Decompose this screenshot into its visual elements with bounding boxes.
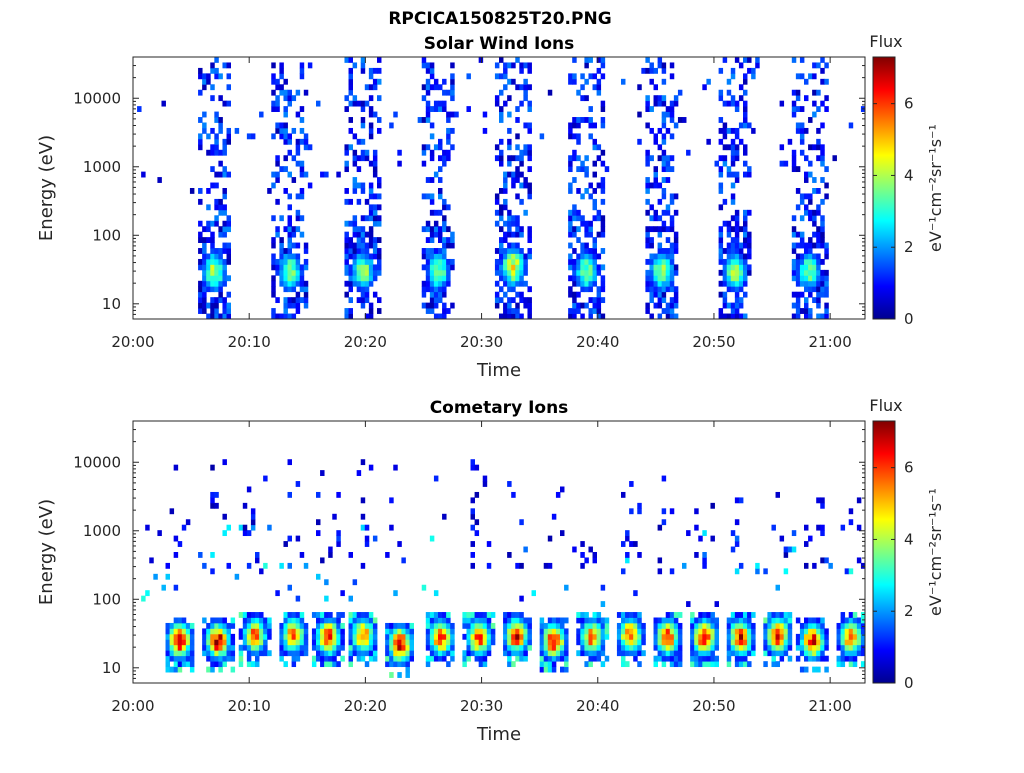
colorbar xyxy=(872,420,896,684)
colorbar-tick-label: 0 xyxy=(904,674,914,692)
x-tick-label: 20:30 xyxy=(460,697,503,715)
colorbar-tick-label: 4 xyxy=(904,166,914,184)
x-tick-label: 20:00 xyxy=(111,333,154,351)
y-tick-label: 100 xyxy=(92,226,121,244)
x-axis-label: Time xyxy=(476,724,521,745)
panel-title: Cometary Ions xyxy=(430,398,569,418)
colorbar-tick-label: 0 xyxy=(904,310,914,328)
y-tick-label: 10000 xyxy=(73,453,121,471)
colorbar-tick-label: 2 xyxy=(904,602,914,620)
x-axis-label: Time xyxy=(476,360,521,381)
x-tick-label: 21:00 xyxy=(809,697,852,715)
x-tick-label: 20:30 xyxy=(460,333,503,351)
y-axis-label: Energy (eV) xyxy=(36,135,57,241)
solar-wind-ions-panel: Solar Wind Ions 20:00 20:10 20:20 20:30 20:40… xyxy=(36,32,945,381)
y-tick-label: 10 xyxy=(102,295,121,313)
figure-title: RPCICA150825T20.PNG xyxy=(388,9,611,29)
y-tick-label: 1000 xyxy=(83,158,121,176)
colorbar xyxy=(872,56,896,320)
colorbar-tick-label: 6 xyxy=(904,95,914,113)
flux-cells xyxy=(141,459,866,678)
x-tick-label: 20:50 xyxy=(692,333,735,351)
x-tick-label: 20:20 xyxy=(344,333,387,351)
panel-title: Solar Wind Ions xyxy=(424,34,575,54)
x-tick-label: 20:50 xyxy=(692,697,735,715)
flux-cells xyxy=(137,57,866,320)
x-tick-label: 20:10 xyxy=(228,333,271,351)
y-tick-label: 100 xyxy=(92,590,121,608)
colorbar-label: eV⁻¹cm⁻²sr⁻¹s⁻¹ xyxy=(926,124,945,252)
x-tick-label: 20:10 xyxy=(228,697,271,715)
colorbar-tick-label: 2 xyxy=(904,238,914,256)
x-tick-label: 20:40 xyxy=(576,697,619,715)
colorbar-label: eV⁻¹cm⁻²sr⁻¹s⁻¹ xyxy=(926,488,945,616)
colorbar-tick-label: 6 xyxy=(904,459,914,477)
x-tick-label: 20:20 xyxy=(344,697,387,715)
y-axis-label: Energy (eV) xyxy=(36,499,57,605)
colorbar-title: Flux xyxy=(869,32,902,51)
x-tick-label: 20:00 xyxy=(111,697,154,715)
y-tick-label: 1000 xyxy=(83,522,121,540)
plot-frame xyxy=(132,56,866,320)
y-tick-label: 10000 xyxy=(73,89,121,107)
x-tick-label: 20:40 xyxy=(576,333,619,351)
y-tick-label: 10 xyxy=(102,659,121,677)
x-tick-label: 21:00 xyxy=(809,333,852,351)
colorbar-tick-label: 4 xyxy=(904,530,914,548)
plot-frame xyxy=(132,420,866,684)
colorbar-title: Flux xyxy=(869,396,902,415)
